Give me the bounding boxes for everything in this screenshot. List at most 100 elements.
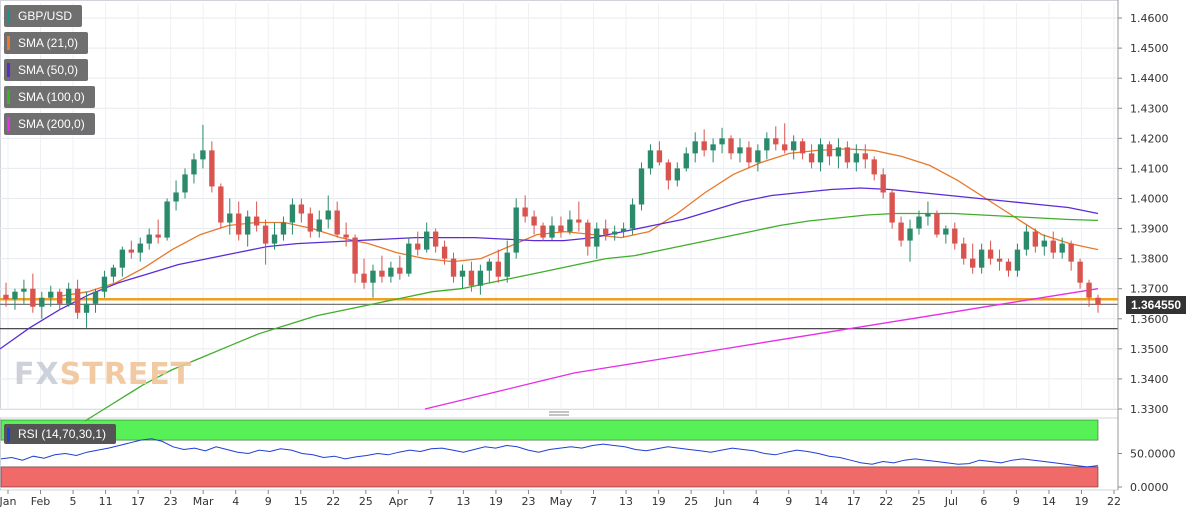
legend-swatch: [7, 428, 10, 442]
y-tick-label: 1.4300: [1130, 102, 1169, 115]
candle-body: [316, 219, 322, 232]
candle-body: [844, 147, 851, 163]
candle-body: [12, 291, 18, 300]
x-tick-label: 14: [1042, 495, 1056, 508]
candle-body: [531, 216, 537, 226]
candle-body: [934, 213, 940, 235]
candle-body: [513, 207, 519, 253]
y-tick-label: 1.3600: [1130, 313, 1169, 326]
candle-body: [1023, 231, 1030, 250]
candle-body: [1050, 240, 1056, 253]
candle-body: [477, 270, 484, 286]
rsi-legend[interactable]: RSI (14,70,30,1): [4, 424, 117, 444]
rsi-zones: [0, 419, 1099, 488]
candle-body: [790, 141, 797, 151]
y-tick-label: 1.3400: [1130, 373, 1169, 386]
candle-body: [271, 234, 278, 244]
legend-item-sma100[interactable]: SMA (100,0): [4, 86, 95, 108]
candle-body: [173, 192, 179, 202]
candle-body: [996, 258, 1003, 262]
y-tick-label: 1.3800: [1130, 253, 1169, 266]
candle-body: [907, 228, 913, 241]
candle-body: [773, 138, 779, 145]
candle-body: [3, 294, 9, 300]
y-tick-label: 1.4600: [1130, 12, 1169, 25]
candle-body: [352, 237, 358, 274]
sma50-line: [0, 187, 1099, 350]
candle-body: [898, 222, 904, 241]
candle-body: [191, 159, 197, 175]
legend-item-sma21[interactable]: SMA (21,0): [4, 32, 89, 54]
candle-body: [701, 141, 707, 151]
x-tick-label: 25: [912, 495, 926, 508]
x-tick-label: 17: [847, 495, 861, 508]
current-price-tag: 1.364550: [1126, 296, 1186, 314]
sma200-line: [424, 288, 1099, 410]
candle-body: [549, 225, 555, 238]
candle-body: [209, 150, 215, 187]
candle-body: [987, 249, 994, 259]
candle-body: [200, 150, 206, 160]
candle-body: [1059, 243, 1065, 253]
x-tick-label: 7: [427, 495, 434, 508]
logo-street: STREET: [59, 357, 193, 392]
x-tick-label: 25: [359, 495, 373, 508]
candle-body: [567, 219, 573, 232]
candle-body: [925, 213, 931, 217]
candle-body: [504, 252, 510, 277]
rsi-oversold-zone: [0, 466, 1099, 488]
x-tick-label: 14: [814, 495, 828, 508]
candle-body: [638, 168, 645, 205]
rsi-line: [0, 438, 1099, 468]
candle-body: [164, 201, 170, 238]
candle-body: [540, 225, 546, 238]
candle-body: [441, 246, 448, 259]
legend-label: SMA (21,0): [18, 36, 79, 50]
candle-body: [692, 141, 698, 154]
legend-item-sma50[interactable]: SMA (50,0): [4, 59, 89, 81]
legend-label: SMA (50,0): [18, 63, 79, 77]
candles: [3, 123, 1101, 328]
x-tick-label: 9: [1013, 495, 1020, 508]
candle-body: [65, 288, 72, 304]
y-tick-label: 1.4200: [1130, 132, 1169, 145]
x-tick-label: Jan: [0, 495, 17, 508]
candle-body: [227, 213, 233, 223]
candle-body: [603, 228, 609, 235]
candle-body: [146, 234, 152, 244]
x-tick-label: 15: [294, 495, 308, 508]
x-tick-label: 19: [489, 495, 503, 508]
sma100-line: [84, 212, 1099, 422]
candle-body: [218, 186, 224, 223]
rsi-line-group: [0, 438, 1099, 468]
candle-body: [379, 270, 385, 277]
candle-body: [952, 228, 958, 244]
fxstreet-logo: FXSTREET: [14, 357, 192, 392]
x-tick-label: 7: [590, 495, 597, 508]
candle-body: [325, 210, 331, 220]
legend-label: GBP/USD: [18, 9, 73, 23]
x-tick-label: 13: [456, 495, 470, 508]
candle-body: [853, 153, 860, 163]
candle-body: [674, 168, 680, 181]
candle-body: [683, 153, 689, 169]
x-tick-label: 25: [684, 495, 698, 508]
candle-body: [83, 303, 90, 313]
candle-body: [450, 258, 457, 277]
x-tick-label: Apr: [389, 495, 409, 508]
candle-body: [826, 144, 833, 157]
y-tick-label: 1.3500: [1130, 343, 1169, 356]
legend-swatch: [7, 9, 10, 23]
candle-body: [835, 147, 842, 157]
candle-body: [799, 141, 806, 154]
candle-body: [432, 231, 439, 247]
candle-body: [262, 225, 269, 244]
candle-body: [961, 243, 967, 259]
legend-item-gbpusd[interactable]: GBP/USD: [4, 5, 83, 27]
candle-body: [48, 291, 54, 298]
candle-body: [244, 216, 251, 235]
candle-body: [110, 267, 117, 277]
legend-item-sma200[interactable]: SMA (200,0): [4, 113, 95, 135]
candle-body: [782, 144, 788, 151]
